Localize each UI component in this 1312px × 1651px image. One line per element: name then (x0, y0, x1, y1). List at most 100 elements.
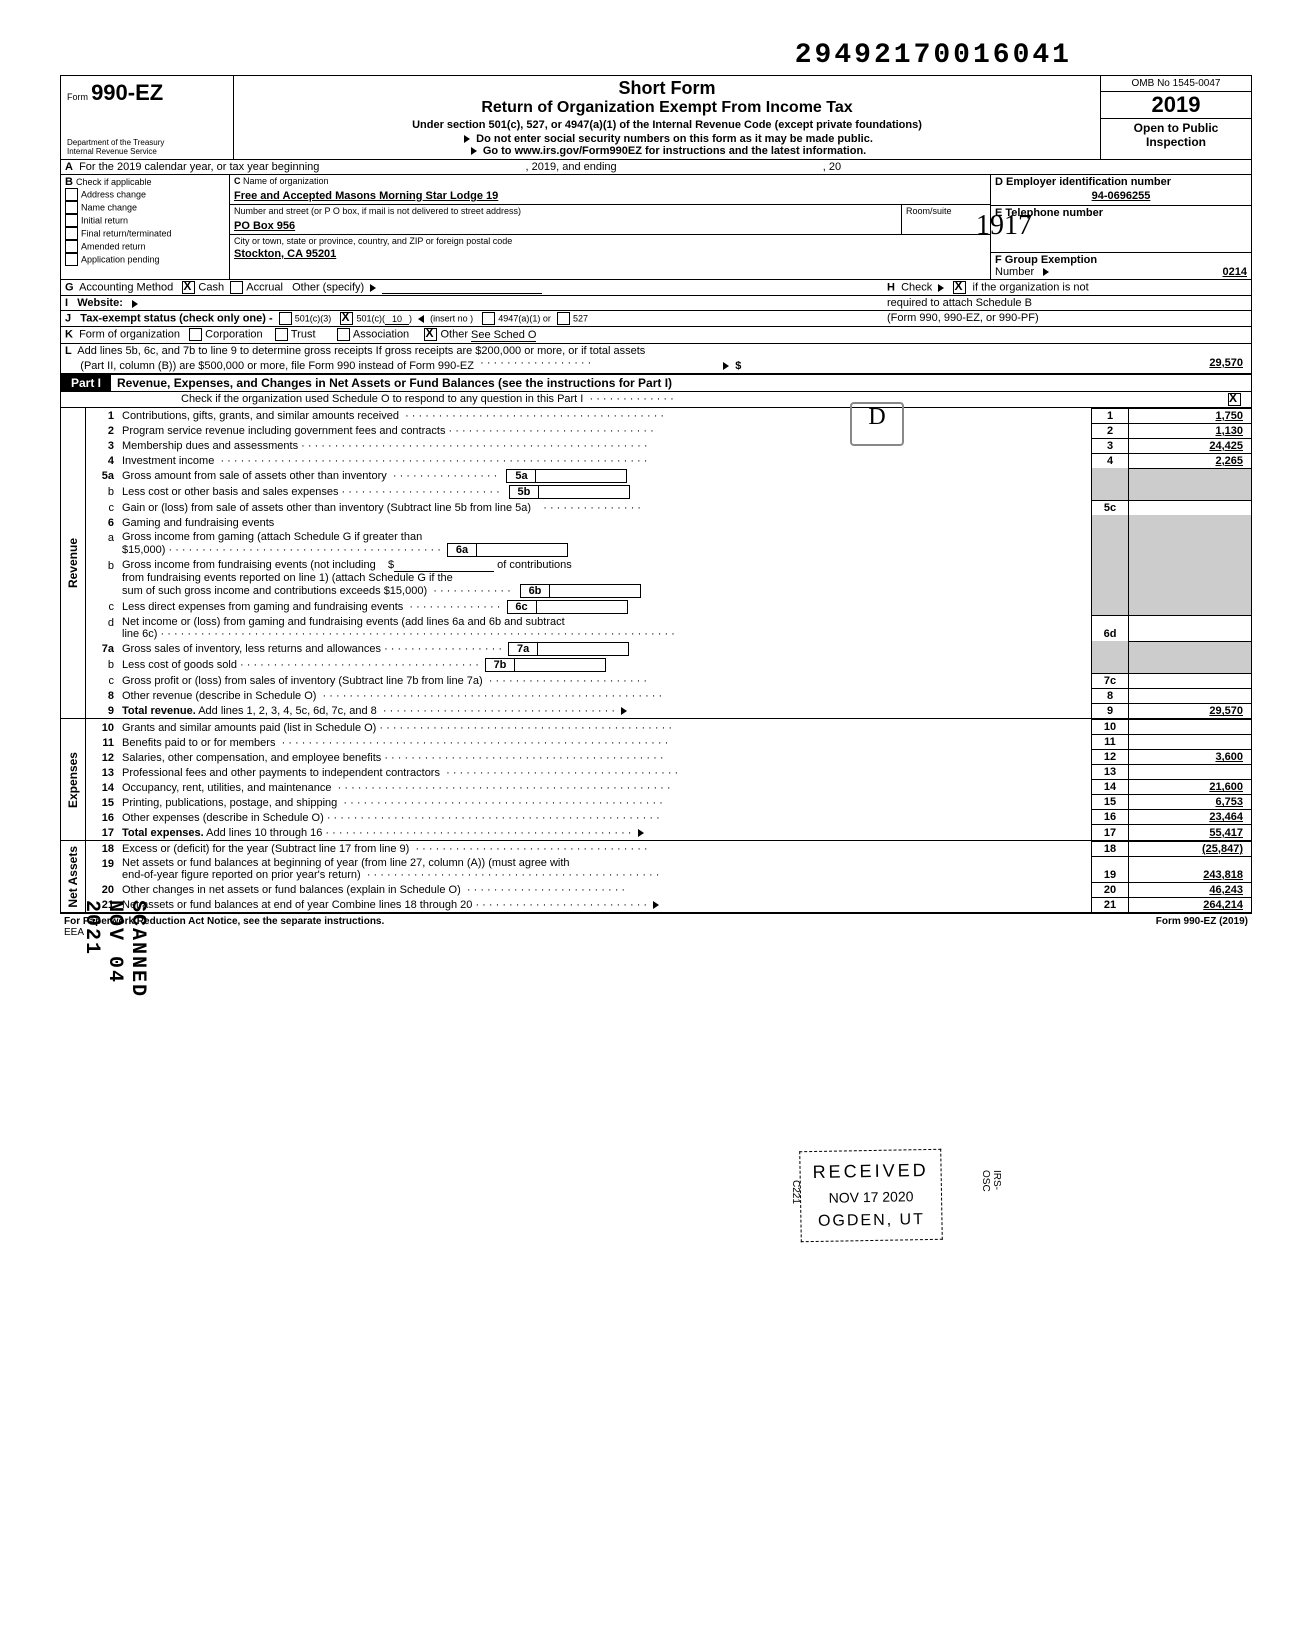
part1-title: Revenue, Expenses, and Changes in Net As… (111, 375, 1251, 391)
chk-initial-return[interactable] (65, 214, 78, 227)
l2-n: 2 (86, 423, 118, 438)
l3-n: 3 (86, 438, 118, 453)
chk-501c[interactable] (340, 312, 353, 325)
l9-n: 9 (86, 703, 118, 718)
chk-501c3[interactable] (279, 312, 292, 325)
expenses-section: Expenses 10Grants and similar amounts pa… (61, 719, 1251, 841)
l5a-amt-shade (1129, 468, 1252, 484)
l14-d: Occupancy, rent, utilities, and maintena… (122, 782, 332, 794)
chk-4947[interactable] (482, 312, 495, 325)
l5a-d: Gross amount from sale of assets other t… (122, 470, 387, 482)
l4-n: 4 (86, 453, 118, 468)
line-h-cont: required to attach Schedule B (883, 296, 1251, 310)
header-right: OMB No 1545-0047 2019 Open to Public Ins… (1101, 76, 1251, 159)
l7a-shade (1092, 641, 1129, 657)
lbl-amended-return: Amended return (81, 241, 146, 251)
l13-amt (1129, 765, 1252, 780)
street-val: PO Box 956 (234, 220, 295, 232)
l6b-d4: from fundraising events reported on line… (122, 572, 453, 584)
l19-d2: end-of-year figure reported on prior yea… (122, 869, 361, 881)
opt-4947: 4947(a)(1) or (498, 314, 551, 324)
form-header: Form 990-EZ Department of the Treasury I… (61, 76, 1251, 160)
top-tracking-number: 29492170016041 (60, 40, 1072, 71)
chk-sched-o-part1[interactable] (1228, 393, 1241, 406)
l19-box: 19 (1092, 856, 1129, 882)
l17-n: 17 (86, 825, 118, 840)
l3-d: Membership dues and assessments (122, 440, 298, 452)
l4-box: 4 (1092, 453, 1129, 468)
l4-d: Investment income (122, 455, 214, 467)
chk-assoc[interactable] (337, 328, 350, 341)
l9-bold: Total revenue. (122, 705, 196, 717)
l6a-amt-shade (1129, 530, 1252, 558)
revenue-table: 1Contributions, gifts, grants, and simil… (86, 408, 1251, 719)
l6b-shade (1092, 558, 1129, 599)
l1-amt: 1,750 (1129, 408, 1252, 423)
l8-d: Other revenue (describe in Schedule O) (122, 690, 316, 702)
form-word: Form (67, 92, 88, 102)
l6d-n: d (86, 615, 118, 641)
l13-box: 13 (1092, 765, 1129, 780)
part1-sub-text: Check if the organization used Schedule … (181, 393, 583, 405)
l6b-n: b (86, 558, 118, 599)
group-exemption-val: 0214 (1223, 266, 1247, 278)
l8-amt (1129, 688, 1252, 703)
revenue-text: Revenue (66, 538, 80, 588)
chk-trust[interactable] (275, 328, 288, 341)
l11-d: Benefits paid to or for members (122, 737, 275, 749)
lbl-initial-return: Initial return (81, 215, 128, 225)
dept-treasury: Department of the Treasury Internal Reve… (67, 139, 164, 157)
block-bcdef: B Check if applicable Address change Nam… (61, 175, 1251, 280)
chk-corp[interactable] (189, 328, 202, 341)
box-f-sub: Number (995, 266, 1034, 278)
l7a-d: Gross sales of inventory, less returns a… (122, 643, 381, 655)
chk-accrual[interactable] (230, 281, 243, 294)
chk-address-change[interactable] (65, 188, 78, 201)
l7b-shade (1092, 657, 1129, 673)
l12-amt: 3,600 (1129, 750, 1252, 765)
l11-box: 11 (1092, 735, 1129, 750)
line-a-end: , 20 (823, 161, 841, 173)
l5a-sb: 5a (506, 469, 536, 483)
l6b-d1: Gross income from fundraising events (no… (122, 559, 376, 571)
open2: Inspection (1146, 135, 1206, 149)
l12-n: 12 (86, 750, 118, 765)
line-l-2: (Part II, column (B)) are $500,000 or mo… (80, 360, 474, 372)
l6a-n: a (86, 530, 118, 558)
chk-name-change[interactable] (65, 201, 78, 214)
chk-other-org[interactable] (424, 328, 437, 341)
lbl-name-change: Name change (81, 202, 137, 212)
lbl-final-return: Final return/terminated (81, 228, 172, 238)
chk-application-pending[interactable] (65, 253, 78, 266)
chk-final-return[interactable] (65, 227, 78, 240)
l17-d: Add lines 10 through 16 (206, 827, 322, 839)
l7a-n: 7a (86, 641, 118, 657)
chk-527[interactable] (557, 312, 570, 325)
stamp-side-left: C221 (790, 1180, 801, 1204)
chk-cash[interactable] (182, 281, 195, 294)
line-l-amt: 29,570 (1209, 357, 1243, 369)
l17-box: 17 (1092, 825, 1129, 840)
box-c: C Name of organization Free and Accepted… (230, 175, 991, 279)
l20-amt: 46,243 (1129, 882, 1252, 897)
l5b-amt-shade (1129, 484, 1252, 500)
part1-sub: Check if the organization used Schedule … (61, 392, 1251, 408)
opt-501c-open: 501(c)( (356, 314, 385, 324)
l5b-sb: 5b (509, 485, 539, 499)
stamp-scanned: SCANNED NOV 04 2021 (80, 900, 149, 998)
omb-number: OMB No 1545-0047 (1101, 76, 1251, 92)
l6d-d1: Net income or (loss) from gaming and fun… (122, 616, 565, 628)
l9-d: Add lines 1, 2, 3, 4, 5c, 6d, 7c, and 8 (198, 705, 377, 717)
l6c-amt-shade (1129, 599, 1252, 615)
l15-d: Printing, publications, postage, and shi… (122, 797, 337, 809)
chk-amended-return[interactable] (65, 240, 78, 253)
l6d-d2: line 6c) (122, 628, 157, 640)
l13-n: 13 (86, 765, 118, 780)
opt-501c-close: ) (409, 314, 412, 324)
chk-sched-b[interactable] (953, 281, 966, 294)
l6c-n: c (86, 599, 118, 615)
l7a-sb: 7a (508, 642, 538, 656)
netassets-table: 18Excess or (deficit) for the year (Subt… (86, 841, 1251, 913)
part1-label: Part I (61, 375, 111, 391)
title-return: Return of Organization Exempt From Incom… (242, 99, 1092, 117)
